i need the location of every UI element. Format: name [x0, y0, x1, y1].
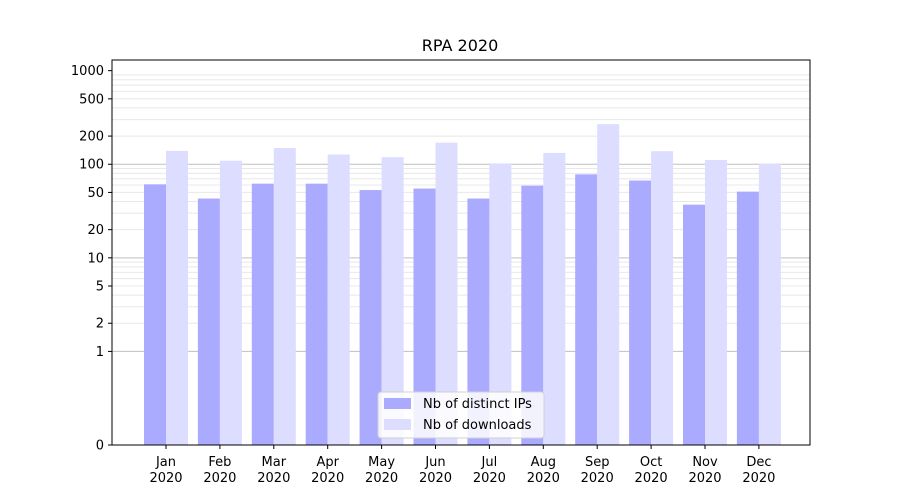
y-tick-label: 100: [79, 158, 104, 173]
bar-distinct-ips: [736, 191, 759, 445]
plot-frame: [111, 59, 811, 446]
x-tick-label-year: 2020: [365, 471, 398, 486]
bar-downloads: [543, 152, 566, 445]
x-tick-label-month: Apr: [316, 455, 339, 470]
bar-downloads: [597, 124, 620, 445]
y-tick-label: 2: [96, 317, 104, 332]
x-tick-label-month: Jan: [155, 455, 176, 470]
bar-distinct-ips: [305, 183, 328, 445]
x-tick-label-month: Aug: [531, 455, 556, 470]
y-tick-label: 1000: [71, 64, 104, 79]
bar-distinct-ips: [521, 185, 544, 446]
y-tick-label: 500: [79, 92, 104, 107]
bar-downloads: [273, 148, 296, 445]
bar-downloads: [705, 160, 727, 445]
bar-distinct-ips: [683, 204, 705, 445]
bar-downloads: [651, 151, 674, 446]
x-tick-label-month: Dec: [746, 455, 771, 470]
bar-distinct-ips: [197, 198, 220, 445]
y-axis: 0 1 2 5 10 20 50 100 200 500 1000: [71, 64, 112, 454]
y-tick-label: 200: [79, 130, 104, 145]
x-tick-label-month: Jun: [424, 455, 445, 470]
x-tick-label-year: 2020: [742, 471, 775, 486]
y-tick-label: 1: [96, 345, 104, 360]
x-tick-label-month: Jul: [481, 455, 498, 470]
bar-downloads: [489, 163, 512, 445]
x-tick-label-month: Sep: [585, 455, 610, 470]
x-tick-label-year: 2020: [473, 471, 506, 486]
y-tick-label: 5: [96, 280, 104, 295]
x-tick-label-year: 2020: [257, 471, 290, 486]
x-tick-label-year: 2020: [581, 471, 614, 486]
legend-box: [377, 391, 545, 439]
y-tick-label: 50: [87, 186, 104, 201]
bar-distinct-ips: [413, 188, 436, 445]
x-tick-label-month: Feb: [208, 455, 231, 470]
bars: [144, 124, 781, 446]
x-tick-label-year: 2020: [688, 471, 721, 486]
bar-downloads: [758, 163, 781, 445]
y-tick-label: 0: [96, 439, 104, 454]
chart-title: RPA 2020: [422, 36, 499, 55]
bar-downloads: [166, 150, 188, 445]
legend-label: Nb of distinct IPs: [423, 397, 532, 412]
y-tick-label: 20: [87, 223, 104, 238]
x-tick-label-month: Oct: [640, 455, 662, 470]
legend-label: Nb of downloads: [423, 418, 532, 433]
x-axis: Jan2020Feb2020Mar2020Apr2020May2020Jun20…: [149, 445, 775, 486]
x-tick-label-year: 2020: [419, 471, 452, 486]
x-tick-label-month: May: [368, 455, 395, 470]
legend-swatch: [384, 419, 411, 430]
bar-downloads: [435, 142, 458, 445]
x-tick-label-month: Nov: [692, 455, 718, 470]
bar-downloads: [327, 154, 350, 445]
bar-downloads: [381, 157, 404, 445]
x-tick-label-year: 2020: [311, 471, 344, 486]
y-tick-label: 10: [87, 251, 104, 266]
legend-swatch: [384, 398, 411, 409]
bar-distinct-ips: [144, 184, 166, 445]
x-tick-label-year: 2020: [635, 471, 668, 486]
x-tick-label-year: 2020: [203, 471, 236, 486]
bar-distinct-ips: [629, 180, 652, 446]
bar-distinct-ips: [359, 190, 382, 445]
x-tick-label-year: 2020: [149, 471, 182, 486]
bar-distinct-ips: [467, 198, 490, 445]
bar-distinct-ips: [251, 183, 274, 445]
x-tick-label-year: 2020: [527, 471, 560, 486]
bar-distinct-ips: [575, 174, 598, 445]
bar-downloads: [219, 160, 242, 446]
legend: Nb of distinct IPs Nb of downloads: [377, 391, 545, 439]
x-tick-label-month: Mar: [262, 455, 287, 470]
